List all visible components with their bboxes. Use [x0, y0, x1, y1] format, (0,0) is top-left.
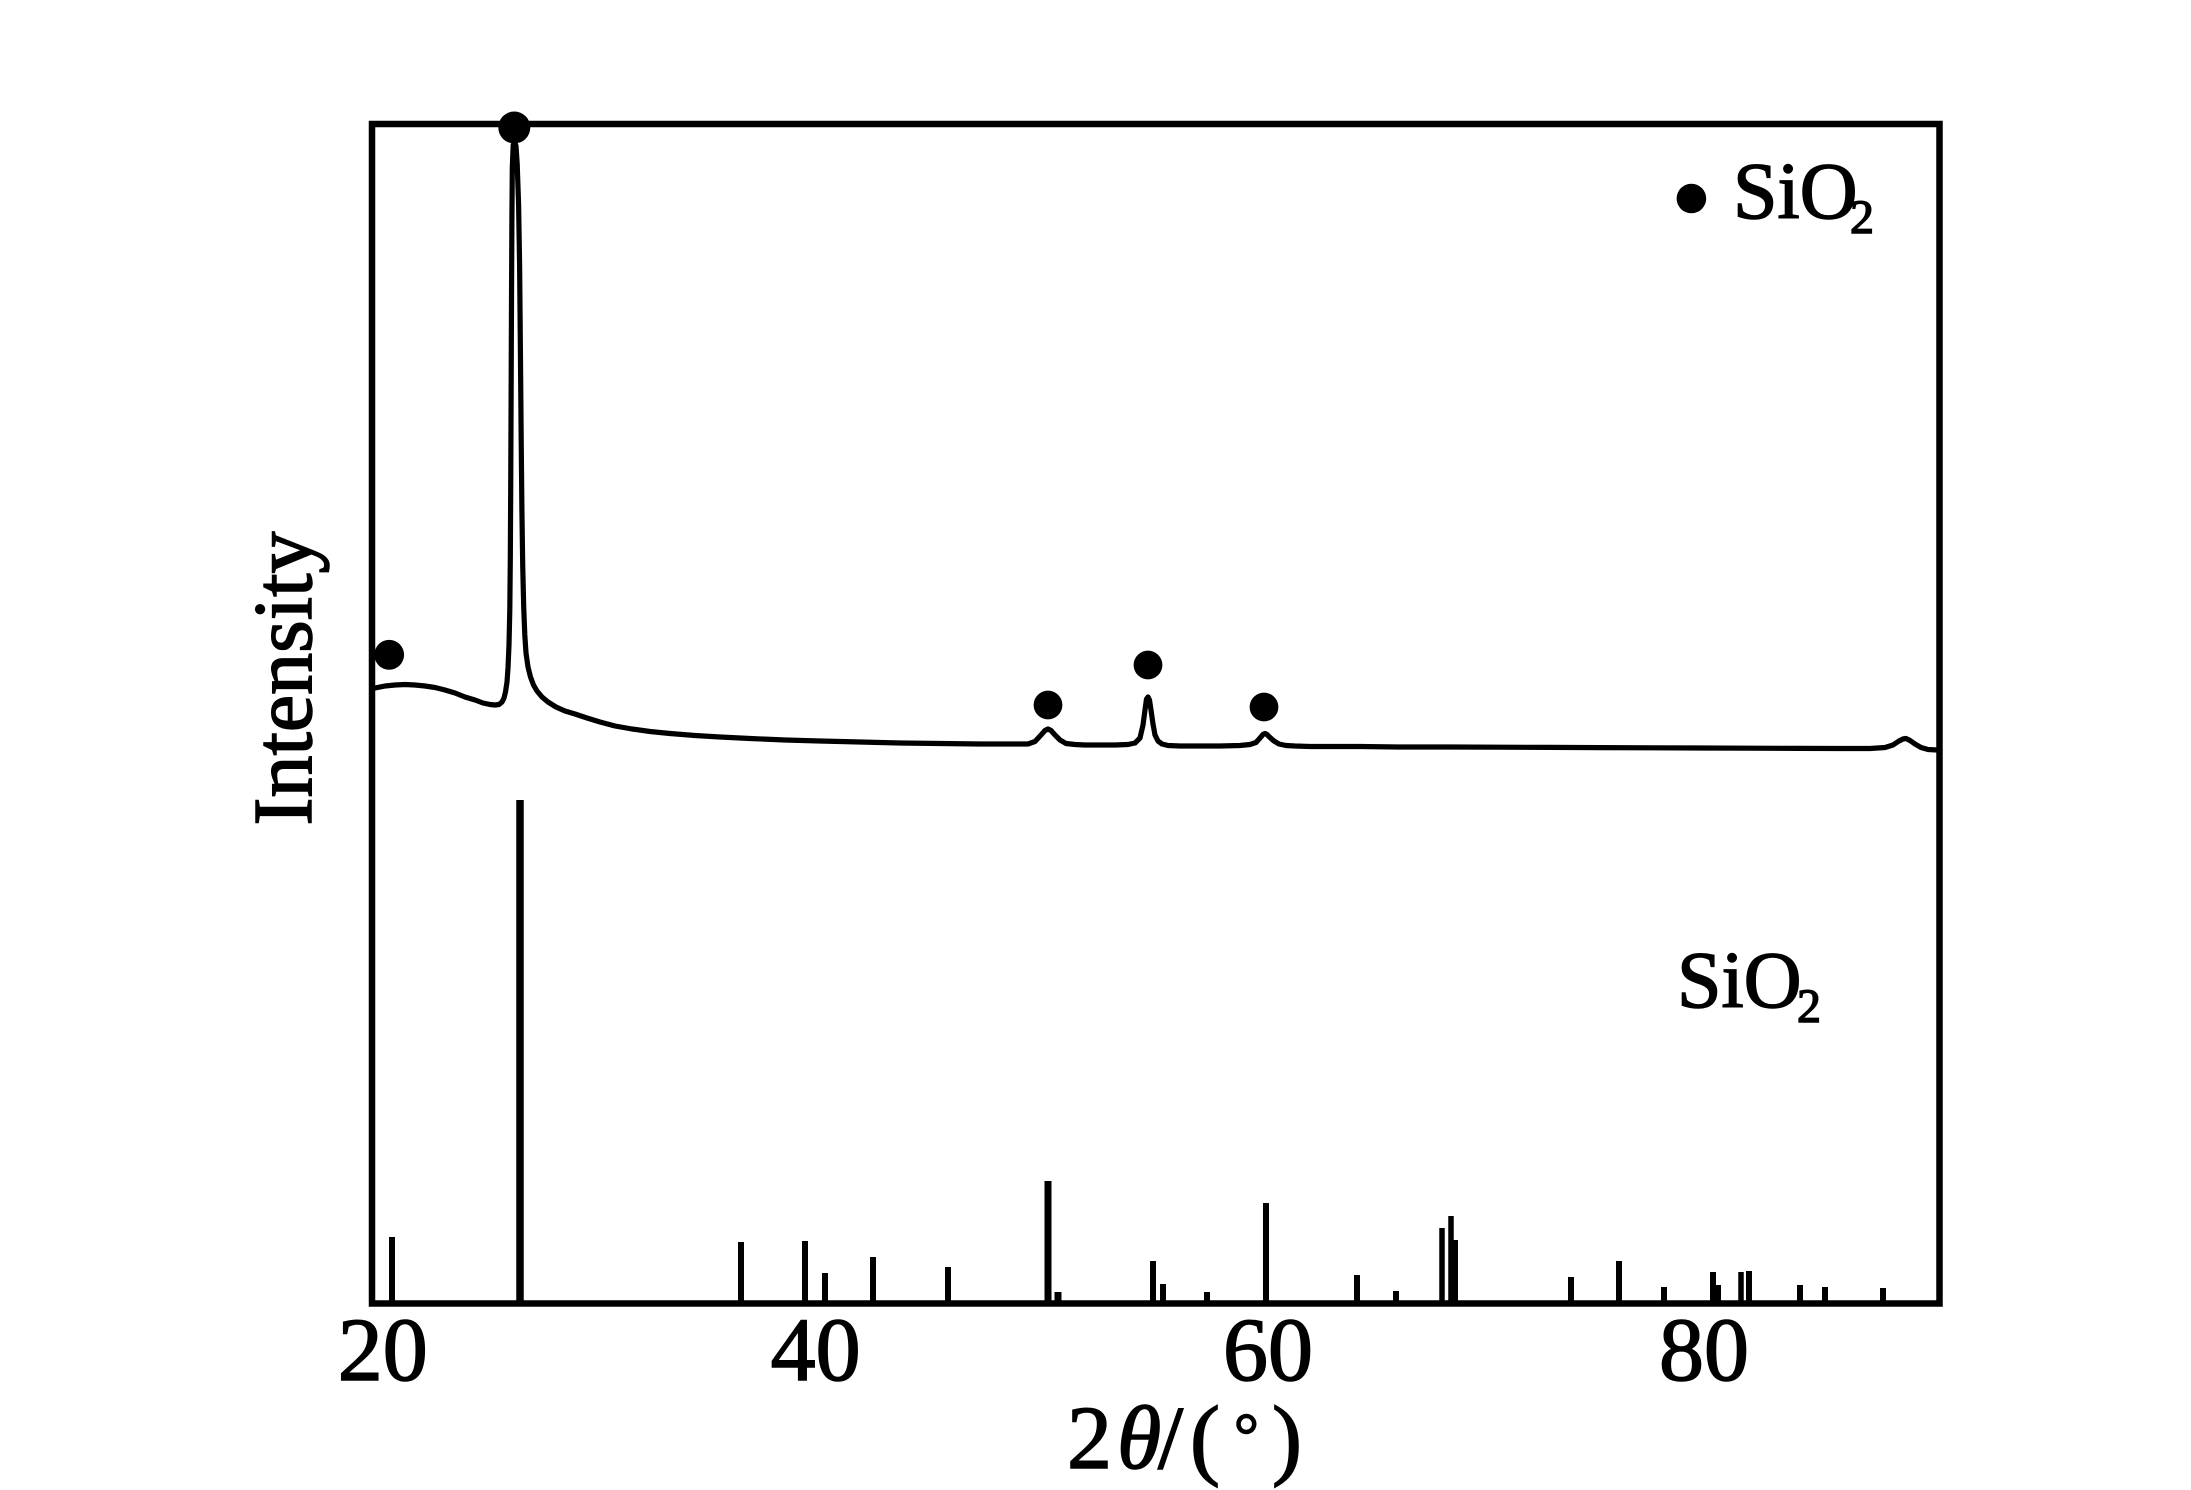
svg-text:20: 20: [338, 1301, 428, 1400]
svg-text:60: 60: [1223, 1301, 1313, 1400]
svg-text:θ: θ: [1117, 1389, 1161, 1488]
svg-text:): ): [1272, 1389, 1302, 1488]
svg-text:80: 80: [1659, 1301, 1749, 1400]
svg-text:2: 2: [1067, 1389, 1112, 1488]
svg-text:°: °: [1234, 1402, 1259, 1470]
svg-text:SiO: SiO: [1733, 148, 1858, 236]
svg-text:2: 2: [1850, 191, 1874, 244]
svg-text:2: 2: [1797, 980, 1821, 1033]
svg-text:(: (: [1190, 1389, 1220, 1488]
svg-text:40: 40: [771, 1301, 861, 1400]
svg-text:Intensity: Intensity: [237, 532, 330, 826]
svg-text:/: /: [1158, 1389, 1183, 1488]
svg-text:SiO: SiO: [1677, 937, 1802, 1025]
